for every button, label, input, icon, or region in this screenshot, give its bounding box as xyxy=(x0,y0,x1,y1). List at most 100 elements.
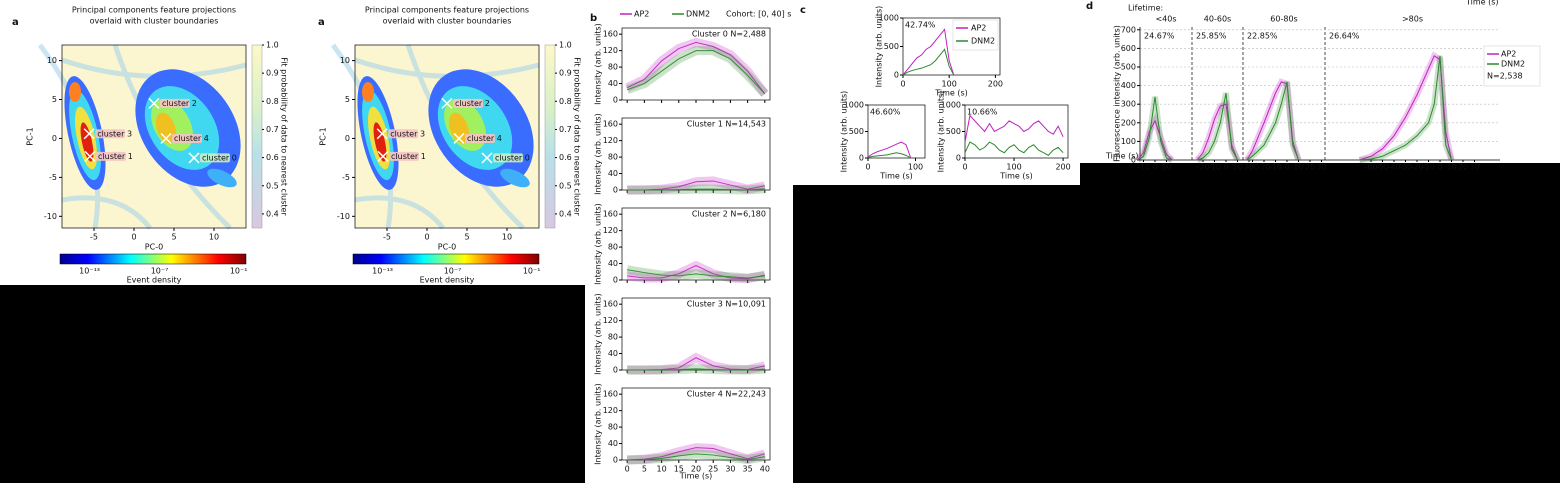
y-tick-label: 5 xyxy=(52,95,57,104)
y-tick-label: 10 xyxy=(47,56,57,65)
line xyxy=(1359,55,1452,161)
line xyxy=(867,141,912,159)
y-tick-label: 80 xyxy=(608,423,618,432)
plot-frame xyxy=(61,44,247,229)
x-tick-label: 100 xyxy=(908,163,923,172)
percent-label: 24.67% xyxy=(1144,32,1175,41)
plot-frame xyxy=(867,104,926,159)
density-tick-label: 10⁻¹³ xyxy=(79,267,100,276)
density-tick-label: 10⁻¹³ xyxy=(372,267,393,276)
colorbar-tick-label: 0.6 xyxy=(559,153,572,162)
x-tick-label: 20 xyxy=(691,465,701,474)
subplot-title: Cluster 2 N=6,180 xyxy=(692,210,766,219)
cluster-label: cluster 0 xyxy=(202,153,237,162)
cluster-center xyxy=(84,150,96,162)
group-title: Lifetime: xyxy=(1128,4,1163,13)
subplot-title: Cluster 4 N=22,243 xyxy=(687,390,766,399)
y-axis-label: Intensity (arb. units) xyxy=(594,293,603,375)
x-tick-label: -5 xyxy=(90,233,98,242)
x-tick-label: 30 xyxy=(725,465,735,474)
line xyxy=(1137,96,1173,161)
group-label: 60-80s xyxy=(1270,15,1297,24)
percent-label: 10.66% xyxy=(967,108,998,117)
x-tick-label: -10 xyxy=(1137,163,1150,172)
cluster-center xyxy=(481,152,493,164)
x-tick-label: 0 xyxy=(1437,163,1442,172)
line xyxy=(1197,92,1238,161)
line xyxy=(627,265,765,280)
line xyxy=(902,28,955,76)
cluster-label-bg xyxy=(465,133,495,143)
cluster-label-bg xyxy=(96,151,126,161)
x-tick-label: -10 xyxy=(1269,163,1282,172)
x-tick-label: 30 xyxy=(1316,163,1326,172)
x-tick-label: 35 xyxy=(743,465,753,474)
x-tick-label: -50 xyxy=(1376,163,1389,172)
x-tick-label: 10 xyxy=(1232,163,1242,172)
line xyxy=(627,368,765,371)
x-tick-label: -5 xyxy=(383,233,391,242)
x-tick-label: -20 xyxy=(1257,163,1270,172)
x-axis-label: Time (s) xyxy=(879,172,913,181)
density-tick-label: 10⁻⁷ xyxy=(151,267,169,276)
y-tick-label: 700 xyxy=(1121,25,1136,34)
panel-letter: a xyxy=(318,17,325,28)
x-tick-label: 10 xyxy=(1446,163,1456,172)
y-tick-label: 0 xyxy=(894,71,899,80)
colorbar-tick-label: 0.7 xyxy=(266,125,279,134)
subplot-title: Cluster 3 N=10,091 xyxy=(687,300,766,309)
y-tick-label: 160 xyxy=(603,210,618,219)
line xyxy=(627,188,765,191)
y-tick-label: 40 xyxy=(608,439,618,448)
y-tick-label: 160 xyxy=(603,120,618,129)
x-axis-label: Time (s) xyxy=(999,172,1033,181)
colorbar-tick-label: 0.5 xyxy=(266,181,279,190)
colorbar-tick-label: 0.8 xyxy=(266,97,279,106)
colorbar-tick-label: 0.7 xyxy=(559,125,572,134)
y-axis-label: Fluorescence intensity (arb. units) xyxy=(1113,25,1122,162)
y-tick-label: 0 xyxy=(613,456,618,465)
percent-label: 26.64% xyxy=(1329,32,1360,41)
cluster-label-bg xyxy=(388,129,419,139)
density-tick-label: 10⁻¹ xyxy=(230,267,248,276)
colorbar-tick-label: 1.0 xyxy=(559,41,572,50)
y-tick-label: 120 xyxy=(603,316,618,325)
colorbar-label: Fit probability of data to nearest clust… xyxy=(573,57,582,216)
y-tick-label: 80 xyxy=(608,333,618,342)
y-tick-label: 120 xyxy=(603,136,618,145)
density-colorbar xyxy=(59,253,247,265)
y-tick-label: 200 xyxy=(1121,118,1136,127)
x-tick-label: -30 xyxy=(1399,163,1412,172)
y-tick-label: 40 xyxy=(608,349,618,358)
line xyxy=(626,50,766,95)
legend-label: AP2 xyxy=(634,10,649,19)
x-tick-label: 0 xyxy=(865,163,870,172)
cluster-center xyxy=(453,132,465,144)
subplot-title: Cluster 1 N=14,543 xyxy=(687,120,766,129)
x-axis-label: Time (s) xyxy=(679,472,713,481)
cluster-label: cluster 3 xyxy=(97,129,132,138)
cluster-label: cluster 3 xyxy=(390,129,425,138)
y-axis-label: Intensity (arb. units) xyxy=(937,91,946,173)
x-tick-label: 0 xyxy=(424,233,429,242)
y-tick-label: 160 xyxy=(603,390,618,399)
cluster-label: cluster 0 xyxy=(495,153,530,162)
legend-label: DNM2 xyxy=(971,37,995,46)
y-axis-label: Intensity (arb. units) xyxy=(875,6,884,88)
colorbar-tick-label: 0.9 xyxy=(559,69,572,78)
x-axis-label: Time (s) xyxy=(1105,152,1139,161)
chart-title: overlaid with cluster boundaries xyxy=(383,17,512,26)
cluster-label-bg xyxy=(172,133,202,143)
y-tick-label: -10 xyxy=(44,212,57,221)
y-axis-label: Intensity (arb. units) xyxy=(594,113,603,195)
colorbar-tick-label: 0.5 xyxy=(559,181,572,190)
colorbar-tick-label: 0.4 xyxy=(559,209,572,218)
y-tick-label: -5 xyxy=(342,173,350,182)
plot-frame xyxy=(354,44,540,229)
y-tick-label: 0 xyxy=(1131,156,1136,165)
x-tick-label: 0 xyxy=(1284,163,1289,172)
y-tick-label: 500 xyxy=(946,127,961,136)
y-tick-label: 40 xyxy=(608,79,618,88)
colorbar xyxy=(251,44,263,229)
